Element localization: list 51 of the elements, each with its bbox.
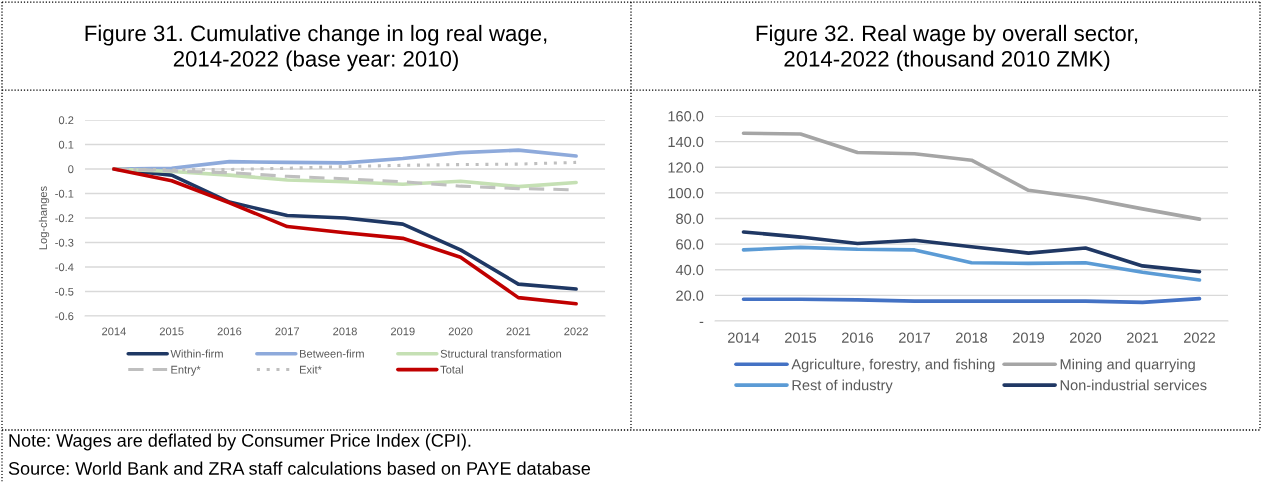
chart-title: Figure 31. Cumulative change in log real wage, 2014-2022 (base year: 2010)	[85, 24, 547, 72]
y-tick-label: 0.2	[58, 116, 74, 125]
x-tick-label: 2014	[102, 327, 126, 336]
source-note: Source: World Bank and ZRA staff calculations based on PAYE database	[8, 461, 591, 475]
legend-label: Structural transformation	[440, 349, 562, 358]
y-tick-label: 80.0	[676, 213, 704, 224]
legend-label: Exit*	[300, 365, 322, 374]
y-tick-label: 0	[68, 165, 74, 174]
legend-label: Rest of industry	[792, 379, 893, 394]
legend-label: Mining and quarrying	[1060, 358, 1195, 373]
x-tick-label: 2016	[842, 332, 874, 343]
legend-label: Between-firm	[300, 349, 364, 358]
legend-label: Non-industrial services	[1060, 379, 1207, 391]
x-tick-label: 2021	[506, 327, 531, 336]
x-tick-label: 2022	[1184, 332, 1215, 343]
y-tick-label: -0.5	[55, 287, 74, 296]
y-tick-label: -0.1	[55, 189, 74, 198]
text: Note: Wages are deflated by Consumer Price Index (CPI).	[9, 433, 471, 451]
x-tick-label: 2016	[217, 327, 242, 336]
x-tick-label: 2017	[275, 327, 300, 336]
legend-label: Entry*	[171, 365, 201, 376]
x-tick-label: 2019	[390, 327, 415, 336]
x-tick-label: 2021	[1127, 332, 1159, 343]
y-tick-label: 140.0	[668, 136, 704, 148]
y-tick-label: -0.4	[55, 263, 74, 272]
y-tick-label: -0.2	[55, 214, 74, 223]
legend-label: Within-firm	[170, 349, 223, 358]
y-tick-label: 160.0	[668, 111, 704, 122]
y-tick-label: 0.1	[58, 140, 74, 149]
y-tick-label: 40.0	[675, 264, 704, 276]
y-tick-label: 60.0	[676, 239, 704, 250]
x-tick-label: 2015	[159, 327, 184, 336]
x-tick-label: 2018	[333, 327, 357, 336]
x-tick-label: 2017	[899, 332, 930, 343]
chart-title: Figure 32. Real wage by overall sector, 2014-2022 (thousand 2010 ZMK)	[756, 24, 1138, 72]
legend-label: Total	[440, 365, 463, 374]
y-axis-title: Log-changes	[38, 186, 50, 250]
legend-label: Agriculture, forestry, and fishing	[791, 358, 995, 373]
y-tick-label: -0.6	[55, 312, 74, 321]
x-tick-label: 2019	[1013, 332, 1045, 343]
x-tick-label: 2022	[564, 327, 588, 336]
y-tick-label: 120.0	[668, 162, 704, 173]
x-tick-label: 2014	[728, 332, 760, 343]
y-tick-label: 20.0	[676, 290, 704, 301]
x-tick-label: 2018	[956, 332, 988, 343]
y-tick-label: 100.0	[668, 187, 704, 199]
x-tick-label: 2020	[1070, 332, 1102, 343]
x-tick-label: 2020	[448, 327, 473, 336]
y-tick-label: -0.3	[55, 238, 74, 247]
x-tick-label: 2015	[785, 332, 817, 343]
y-tick-label: -	[699, 321, 704, 323]
